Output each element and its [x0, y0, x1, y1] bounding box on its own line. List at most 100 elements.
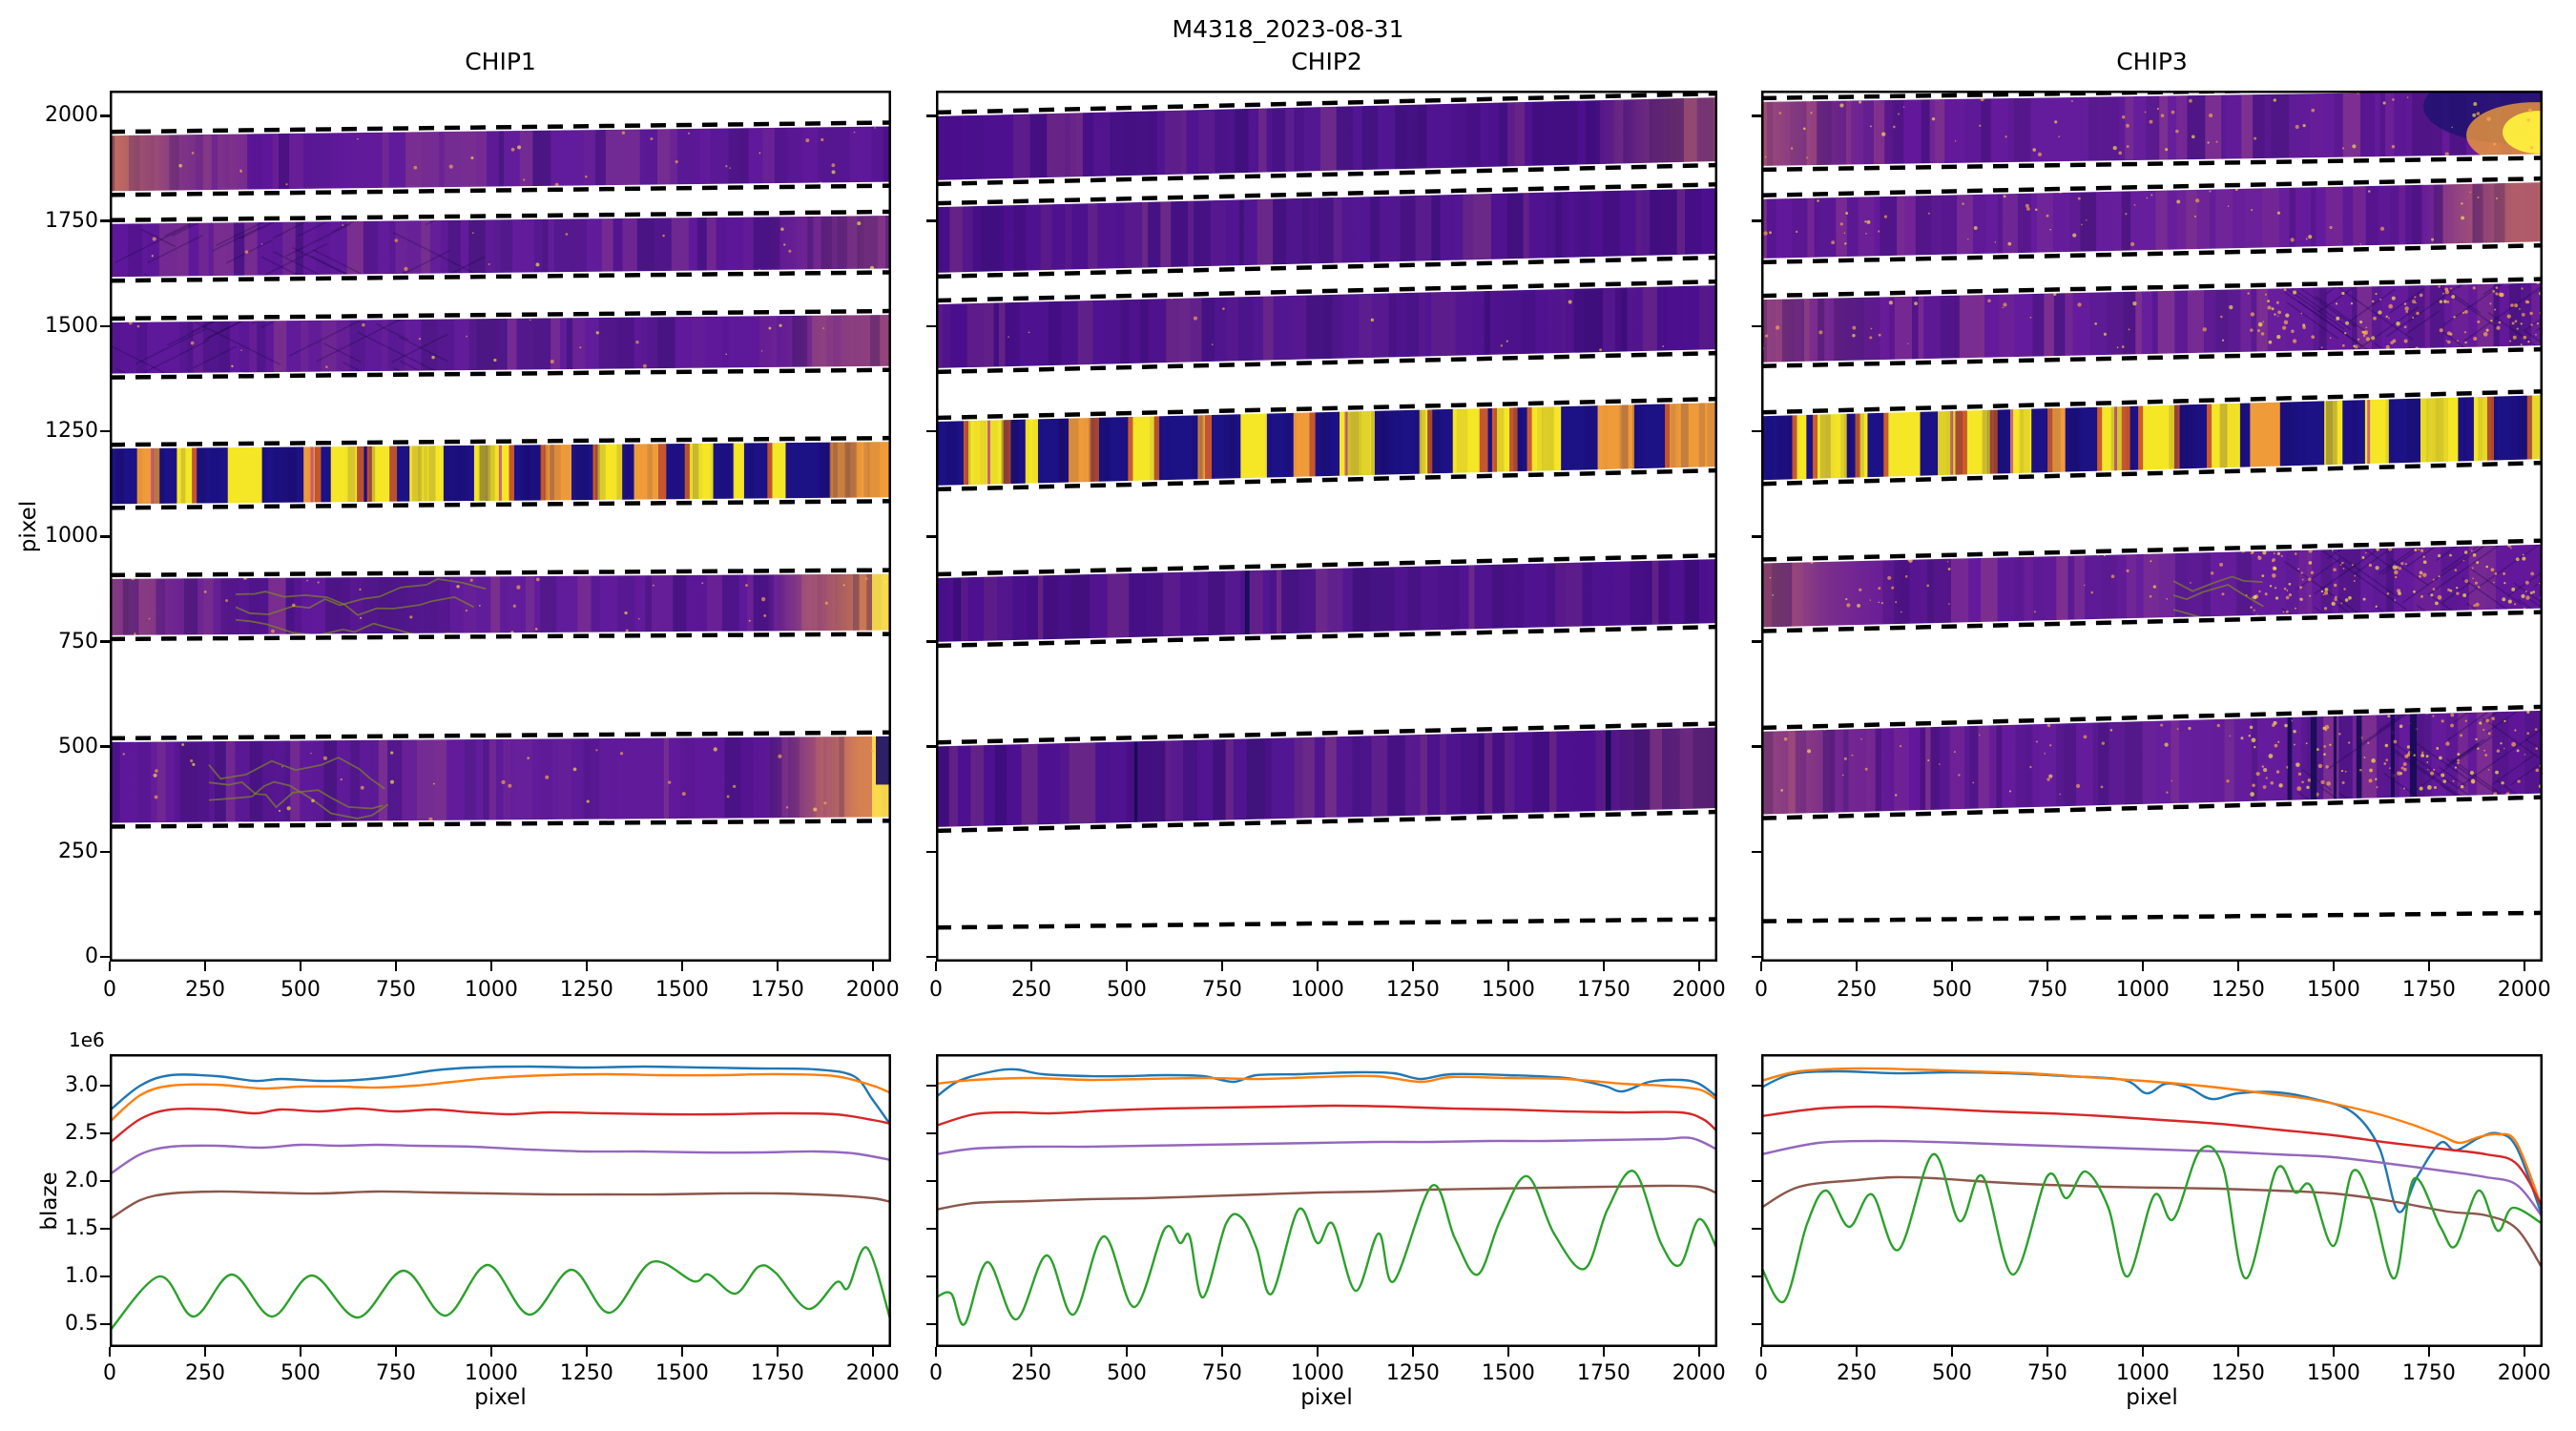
circle-shape	[2446, 331, 2451, 336]
rect-shape	[533, 311, 551, 378]
rect-shape	[110, 211, 891, 281]
rect-shape	[2219, 391, 2228, 485]
rect-shape	[1381, 399, 1388, 489]
rect-shape	[1548, 723, 1557, 831]
line-shape	[343, 362, 423, 378]
circle-shape	[2515, 557, 2520, 562]
circle-shape	[2463, 331, 2467, 334]
rect-shape	[2360, 706, 2377, 819]
x-tick	[1950, 962, 1954, 971]
circle-shape	[2477, 320, 2481, 323]
circle-shape	[1866, 219, 1871, 224]
circle-shape	[1852, 325, 1857, 330]
rect-shape	[349, 570, 364, 639]
rect-shape	[2357, 279, 2372, 366]
rect-shape	[1619, 723, 1634, 831]
rect-shape	[2121, 178, 2131, 262]
circle-shape	[192, 762, 196, 766]
rect-shape	[1160, 184, 1172, 277]
circle-shape	[1927, 212, 1930, 215]
rect-shape	[716, 211, 727, 281]
circle-shape	[2385, 758, 2389, 761]
rect-shape	[2092, 706, 2099, 819]
rect-shape	[406, 570, 418, 639]
circle-shape	[2379, 226, 2385, 231]
circle-shape	[2126, 123, 2129, 128]
circle-shape	[2273, 567, 2277, 570]
x-tick-label: 0	[1755, 1361, 1768, 1385]
circle-shape	[2341, 343, 2345, 347]
rect-shape	[202, 311, 219, 378]
circle-shape	[2271, 307, 2275, 311]
circle-shape	[2250, 606, 2253, 609]
circle-shape	[2524, 580, 2529, 585]
order-edge-dashed-line	[1761, 460, 2543, 487]
rect-shape	[1761, 279, 1767, 366]
line-shape	[2364, 549, 2397, 571]
circle-shape	[340, 778, 343, 781]
rect-shape	[2412, 178, 2422, 262]
blaze-curve	[1763, 1175, 2541, 1268]
line-shape	[292, 246, 377, 281]
rect-shape	[1361, 93, 1378, 184]
circle-shape	[642, 363, 647, 368]
circle-shape	[2348, 741, 2351, 744]
order-edge-dashed-line	[936, 917, 1717, 930]
circle-shape	[310, 752, 312, 755]
circle-shape	[1799, 285, 1802, 289]
rect-shape	[1478, 723, 1485, 831]
y-tick-label: 3.0	[65, 1073, 98, 1097]
rect-shape	[444, 122, 459, 196]
circle-shape	[1899, 540, 1903, 545]
circle-shape	[2323, 745, 2327, 748]
x-tick-label: 0	[1755, 978, 1768, 1002]
circle-shape	[2256, 329, 2260, 333]
circle-shape	[2210, 571, 2214, 575]
circle-shape	[2112, 145, 2117, 151]
rect-shape	[1792, 540, 1804, 632]
circle-shape	[2294, 552, 2297, 555]
circle-shape	[2271, 560, 2275, 563]
rect-shape	[1814, 178, 1820, 262]
circle-shape	[2333, 568, 2337, 571]
circle-shape	[2498, 292, 2503, 297]
line-shape	[2286, 301, 2339, 340]
circle-shape	[2456, 587, 2459, 590]
rect-shape	[1987, 391, 1992, 485]
x-tick-label: 1750	[2401, 978, 2456, 1002]
circle-shape	[2382, 101, 2386, 105]
rect-shape	[1380, 399, 1393, 489]
x-tick-label: 250	[1836, 978, 1877, 1002]
line-shape	[2451, 292, 2482, 314]
rect-shape	[1938, 391, 1951, 485]
axes-spine	[110, 1054, 891, 1347]
circle-shape	[1878, 587, 1881, 591]
rect-shape	[346, 211, 364, 281]
circle-shape	[512, 604, 516, 608]
line-shape	[2440, 287, 2500, 329]
rect-shape	[249, 570, 260, 639]
rect-shape	[2526, 391, 2532, 485]
rect-shape	[2180, 391, 2188, 485]
circle-shape	[1211, 343, 1214, 345]
blaze-curve	[1763, 1067, 2541, 1209]
y-tick	[100, 219, 110, 222]
circle-shape	[2339, 564, 2342, 566]
rect-shape	[594, 438, 600, 508]
circle-shape	[2495, 770, 2499, 775]
circle-shape	[2280, 554, 2283, 557]
y-tick	[1752, 1131, 1761, 1135]
rect-shape	[963, 91, 967, 188]
rect-shape	[984, 281, 994, 372]
blaze-curve	[1763, 1145, 2541, 1304]
circle-shape	[2456, 591, 2460, 595]
rect-shape	[1418, 399, 1426, 489]
circle-shape	[409, 615, 413, 619]
circle-shape	[2301, 578, 2304, 581]
circle-shape	[871, 749, 875, 753]
rect-shape	[2056, 706, 2065, 819]
rect-shape	[516, 311, 534, 378]
circle-shape	[2221, 339, 2225, 342]
rect-shape	[1545, 184, 1556, 277]
circle-shape	[1506, 340, 1508, 342]
